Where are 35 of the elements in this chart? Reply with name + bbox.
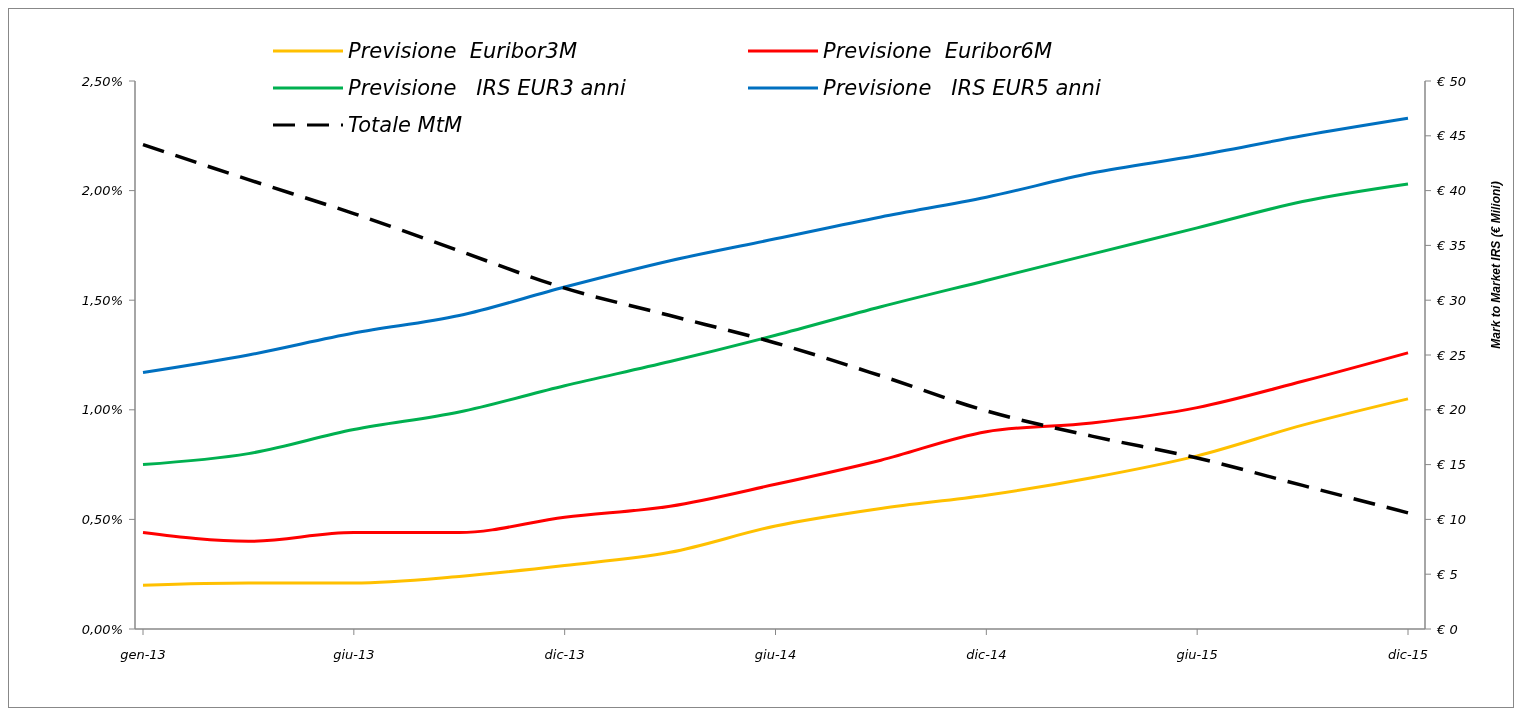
y2-axis-title: Mark to Market IRS (€ Milioni) [1489,181,1503,349]
y2-tick-label: € 50 [1436,73,1466,89]
y2-tick-label: € 20 [1436,402,1466,418]
legend-label: Previsione IRS EUR5 anni [823,76,1101,101]
y2-tick-label: € 25 [1436,347,1466,363]
y2-tick-label: € 15 [1436,457,1466,473]
y-tick-label: 0,00% [81,621,123,637]
x-tick-label: giu-15 [1176,647,1218,662]
y-tick-label: 2,50% [81,73,123,89]
legend-label: Previsione Euribor6M [823,39,1053,64]
y-tick-label: 1,50% [81,292,123,308]
line-series [141,142,1410,515]
y2-tick-label: € 30 [1436,292,1466,308]
x-tick-label: dic-14 [966,647,1007,662]
line-series [141,116,1410,375]
y2-tick-label: € 35 [1436,237,1466,253]
legend-label: Previsione Euribor3M [348,39,578,64]
line-series [141,182,1410,467]
x-tick-label: dic-13 [544,647,585,662]
line-series [141,351,1410,543]
y-tick-label: 1,00% [81,402,123,418]
y2-tick-label: € 45 [1436,128,1466,144]
x-tick-label: gen-13 [120,647,166,662]
y2-tick-label: € 0 [1436,621,1458,637]
y-tick-label: 2,00% [81,183,123,199]
legend-label: Previsione IRS EUR3 anni [348,76,626,101]
y2-tick-label: € 40 [1436,183,1466,199]
x-tick-label: giu-13 [333,647,375,662]
y2-tick-label: € 5 [1436,566,1458,582]
line-series [141,397,1410,587]
legend-label: Totale MtM [348,113,463,138]
x-tick-label: dic-15 [1387,647,1429,662]
x-tick-label: giu-14 [754,647,797,662]
y2-tick-label: € 10 [1436,511,1466,527]
y-tick-label: 0,50% [81,511,123,527]
